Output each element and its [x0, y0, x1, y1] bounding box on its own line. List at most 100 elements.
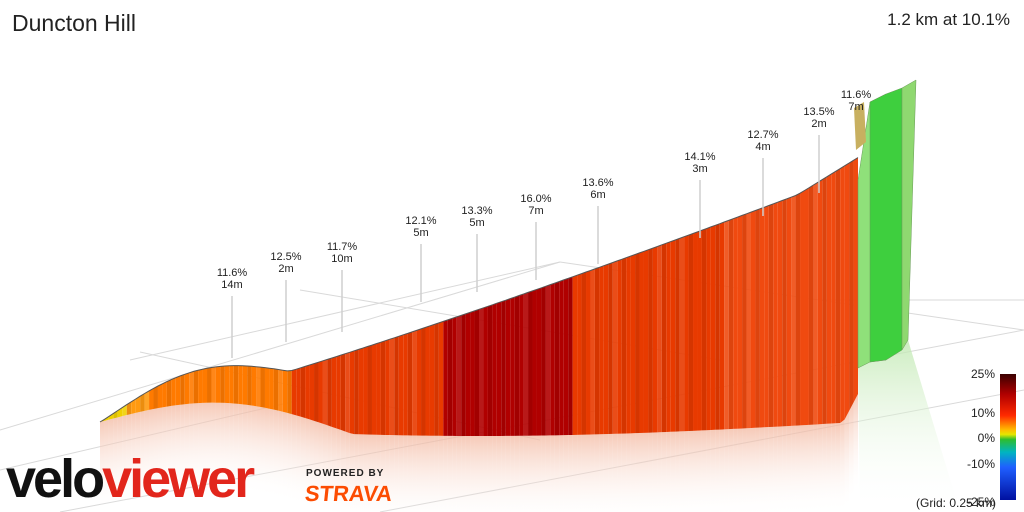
reflection-slice	[496, 435, 502, 512]
segment-labels: 11.6%14m12.5%2m11.7%10m12.1%5m13.3%5m16.…	[217, 89, 871, 358]
slice-shade	[434, 322, 439, 436]
reflection-slice	[215, 402, 221, 493]
segment-gradient-label: 14.1%	[684, 151, 715, 163]
reflection-slice	[750, 427, 756, 512]
profile-slice	[759, 207, 765, 428]
reflection-slice	[559, 435, 564, 512]
profile-slice	[131, 398, 136, 414]
profile-slice	[443, 319, 448, 436]
reflection-slice	[318, 422, 323, 512]
reflection-slice	[479, 435, 484, 512]
reflection-slice	[126, 413, 132, 506]
slice-shade	[153, 386, 158, 410]
reflection-slice	[273, 409, 279, 501]
profile-slice	[149, 388, 154, 410]
reflection-slice	[554, 435, 560, 512]
profile-slice	[577, 273, 582, 435]
segment-gradient-label: 11.6%	[217, 267, 248, 279]
reflection-slice	[371, 434, 377, 512]
profile-slice	[479, 307, 484, 436]
reflection-slice	[519, 435, 524, 512]
reflection-slice	[492, 435, 497, 512]
profile-slice	[340, 353, 346, 432]
reflection-slice	[247, 404, 252, 496]
reflection-slice	[626, 433, 631, 512]
segment-length-label: 5m	[469, 217, 484, 229]
profile-slice	[496, 301, 502, 436]
profile-slice	[724, 220, 729, 430]
profile-slice	[817, 179, 823, 425]
slice-shade	[795, 193, 801, 426]
reflection-slice	[523, 435, 529, 512]
slice-shade	[755, 208, 760, 428]
reflection-slice	[322, 423, 328, 512]
reflection-slice	[675, 431, 680, 512]
profile-slice	[407, 331, 413, 436]
reflection-slice	[108, 418, 114, 510]
reflection-slice	[113, 417, 118, 509]
segment-length-label: 4m	[755, 141, 770, 153]
segment-length-label: 10m	[331, 253, 352, 265]
powered-by-label: POWERED BY	[306, 468, 385, 479]
profile-slice	[403, 333, 408, 436]
reflection-slice	[742, 428, 747, 512]
profile-slice	[742, 213, 747, 429]
reflection-slice	[327, 425, 332, 512]
transition-section	[854, 102, 866, 150]
segment-gradient-label: 13.6%	[582, 177, 613, 189]
slice-shade	[621, 257, 627, 434]
reflection-slice	[688, 430, 694, 512]
profile-slice	[523, 292, 529, 436]
segment-length-label: 2m	[278, 263, 293, 275]
profile-slice	[385, 339, 390, 436]
profile-slice	[278, 369, 283, 412]
segment-length-label: 6m	[590, 189, 605, 201]
reflection-slice	[679, 431, 685, 512]
slice-shade	[835, 168, 841, 424]
profile-slice	[474, 309, 479, 436]
reflection-slice	[835, 423, 841, 512]
slice-shade	[327, 357, 332, 427]
profile-slice	[175, 375, 181, 406]
reflection-slice	[612, 433, 618, 512]
slice-shade	[688, 233, 694, 432]
profile-slice	[693, 231, 698, 431]
profile-slice	[750, 210, 756, 429]
profile-slice	[826, 174, 832, 424]
profile-slice	[755, 208, 760, 428]
slice-shade	[528, 290, 533, 436]
profile-slice	[349, 350, 355, 435]
chart-title: Duncton Hill	[12, 10, 136, 36]
flat-section	[869, 87, 903, 363]
profile-slice	[354, 349, 359, 435]
reflection-slice	[777, 426, 783, 512]
reflection-slice	[746, 428, 751, 512]
profile-slice	[519, 293, 524, 436]
reflection-slice	[220, 402, 225, 493]
segment-gradient-label: 13.5%	[803, 106, 834, 118]
reflection-slice	[367, 434, 372, 512]
profile-slice	[327, 357, 332, 427]
profile-slice	[786, 197, 792, 427]
gradient-color-scale	[1000, 374, 1016, 500]
reflection-slice	[594, 434, 600, 512]
profile-slice	[710, 225, 716, 431]
reflection-slice	[296, 415, 301, 507]
reflection-slice	[635, 433, 640, 512]
profile-slice	[666, 241, 671, 432]
reflection-slice	[104, 419, 109, 511]
reflection-slice	[389, 435, 395, 512]
profile-slice	[804, 187, 809, 426]
profile-slice	[429, 324, 435, 436]
profile-slice	[309, 363, 315, 421]
reflection-slice	[853, 394, 858, 493]
profile-slice	[483, 306, 488, 436]
slice-shade	[207, 367, 212, 403]
legend-label: -10%	[966, 457, 995, 471]
profile-slice	[122, 404, 127, 417]
reflection-slice	[706, 430, 711, 512]
profile-slice	[256, 366, 261, 407]
profile-slice	[514, 295, 520, 436]
reflection-slice	[800, 425, 805, 512]
